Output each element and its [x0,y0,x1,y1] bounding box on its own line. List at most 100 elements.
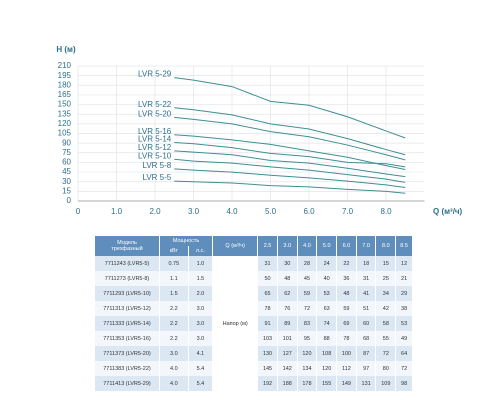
kw-cell: 3.0 [159,346,189,361]
head-cell: 100 [336,346,357,361]
hp-cell: 2.0 [188,286,214,301]
y-tick-label: 60 [62,158,71,167]
table: Модель трехфазный Мощность Q (м³/ч) 2.5 3.… [95,236,413,391]
head-cell: 18 [356,256,377,271]
head-cell: 28 [297,256,318,271]
line [174,116,406,161]
line [174,180,406,194]
unit-header: л.с. [188,246,214,256]
kw-cell: 0.75 [159,256,189,271]
head-cell: 131 [356,376,377,391]
hp-cell: 5.4 [188,376,214,391]
q-header: Q (м³/ч) [212,236,259,256]
head-cell: 108 [316,346,338,361]
head-cell: 31 [356,271,377,286]
y-tick-label: 150 [58,100,72,109]
flow-header: 7.0 [356,236,377,256]
line [174,107,406,156]
head-cell: 60 [356,316,377,331]
head-cell: 45 [297,271,318,286]
head-cell: 103 [257,331,278,346]
kw-cell: 4.0 [159,376,189,391]
kw-cell: 2.2 [159,301,189,316]
head-cell: 30 [277,256,298,271]
hp-cell: 1.0 [188,256,214,271]
head-cell: 21 [395,271,413,286]
hp-cell: 3.0 [188,316,214,331]
head-cell: 130 [257,346,278,361]
series-label: LVR 5-10 [138,151,172,160]
flow-header: 2.5 [257,236,278,256]
q-cell [212,361,259,376]
head-cell: 68 [356,331,377,346]
y-tick-label: 15 [62,186,71,195]
head-cell: 36 [336,271,357,286]
x-tick-label: 6.0 [303,207,315,216]
y-tick-label: 195 [58,71,72,80]
x-tick-label: 7.0 [342,207,354,216]
line [174,142,406,168]
head-cell: 149 [336,376,357,391]
line [174,150,406,178]
head-cell: 155 [316,376,338,391]
hp-cell: 5.4 [188,361,214,376]
head-cell: 69 [336,316,357,331]
head-cell: 112 [336,361,357,376]
model-cell: 7711273 (LVR5-8) [95,271,160,286]
flow-header: 6.0 [336,236,357,256]
x-tick-label: 3.0 [188,207,200,216]
head-cell: 91 [257,316,278,331]
model-header: Модель трехфазный [95,236,160,256]
head-cell: 127 [277,346,298,361]
series-label: LVR 5-20 [138,110,172,119]
row: 7711313 (LVR5-12) 2.2 3.0 78 76 72 63 59 51 42 38 [95,301,413,316]
head-cell: 72 [375,346,397,361]
head-cell: 145 [257,361,278,376]
y-tick-label: 210 [58,61,72,70]
flow-header: 8.0 [375,236,397,256]
row: 7711293 (LVR5-10) 1.5 2.0 65 62 59 53 48 41 34 29 [95,286,413,301]
head-cell: 59 [297,286,318,301]
chart: H (м) Q (м³/ч) 0153045607590105120135150… [56,45,462,216]
hp-cell: 3.0 [188,301,214,316]
head-cell: 78 [257,301,278,316]
head-cell: 62 [277,286,298,301]
kw-cell: 1.1 [159,271,189,286]
head-cell: 42 [375,301,397,316]
head-cell: 41 [356,286,377,301]
head-cell: 178 [297,376,318,391]
head-cell: 40 [316,271,338,286]
row: 7711373 (LVR5-20) 3.0 4.1 130 127 120 108 100 87… [95,346,413,361]
flow-header: 3.0 [277,236,298,256]
q-cell [212,331,259,346]
y-tick-label: 0 [67,196,72,205]
row: 7711243 (LVR5-5) 0.75 1.0 31 30 28 24 22 18 15 12 [95,256,413,271]
head-cell: 29 [395,286,413,301]
row: 7711413 (LVR5-29) 4.0 5.4 192 188 178 155 149 13… [95,376,413,391]
y-tick-label: 90 [62,138,71,147]
series-label: LVR 5-12 [138,143,172,152]
q-cell: Напор (м) [212,316,259,331]
x-tick-label: 1.0 [111,207,123,216]
model-cell: 7711313 (LVR5-12) [95,301,160,316]
head-cell: 109 [375,376,397,391]
q-cell [212,376,259,391]
series-label: LVR 5-16 [138,127,172,136]
head-cell: 97 [356,361,377,376]
head-cell: 22 [336,256,357,271]
series-label: LVR 5-5 [142,173,171,182]
x-tick-label: 4.0 [226,207,238,216]
head-cell: 38 [395,301,413,316]
row: 7711273 (LVR5-8) 1.1 1.5 50 48 45 40 36 31 25 21 [95,271,413,286]
kw-cell: 2.2 [159,331,189,346]
power-header: Мощность [159,236,214,246]
head-cell: 80 [375,361,397,376]
head-cell: 78 [336,331,357,346]
kw-cell: 2.2 [159,316,189,331]
hp-cell: 1.5 [188,271,214,286]
head-cell: 59 [336,301,357,316]
head-cell: 74 [316,316,338,331]
x-tick-label: 2.0 [149,207,161,216]
y-tick-label: 165 [58,90,72,99]
